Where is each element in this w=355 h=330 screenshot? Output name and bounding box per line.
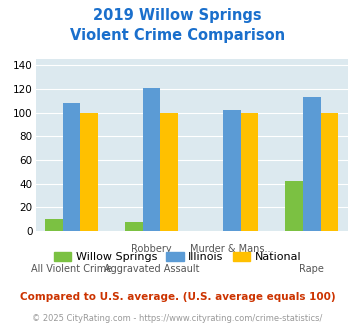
Bar: [80, 113, 98, 231]
Bar: [321, 113, 338, 231]
Text: 2019 Willow Springs: 2019 Willow Springs: [93, 8, 262, 23]
Bar: [160, 113, 178, 231]
Bar: [303, 97, 321, 231]
Text: Murder & Mans...: Murder & Mans...: [190, 244, 273, 254]
Bar: [63, 103, 80, 231]
Text: Robbery: Robbery: [131, 244, 172, 254]
Bar: [125, 221, 143, 231]
Bar: [45, 219, 63, 231]
Bar: [143, 88, 160, 231]
Text: © 2025 CityRating.com - https://www.cityrating.com/crime-statistics/: © 2025 CityRating.com - https://www.city…: [32, 314, 323, 323]
Bar: [285, 181, 303, 231]
Bar: [223, 110, 241, 231]
Text: Aggravated Assault: Aggravated Assault: [104, 264, 200, 274]
Text: All Violent Crime: All Violent Crime: [31, 264, 112, 274]
Text: Violent Crime Comparison: Violent Crime Comparison: [70, 28, 285, 43]
Bar: [241, 113, 258, 231]
Text: Rape: Rape: [299, 264, 324, 274]
Text: Compared to U.S. average. (U.S. average equals 100): Compared to U.S. average. (U.S. average …: [20, 292, 335, 302]
Legend: Willow Springs, Illinois, National: Willow Springs, Illinois, National: [49, 248, 306, 267]
